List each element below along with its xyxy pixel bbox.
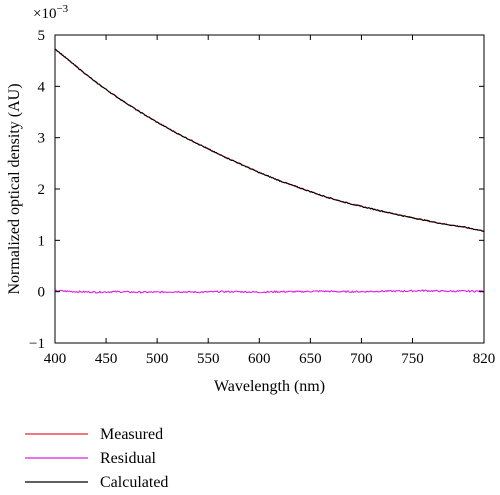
x-tick-label: 600 [248,351,271,367]
y-tick-label: 5 [38,28,46,44]
series-line-residual [54,289,485,294]
y-axis-multiplier: ×10−3 [33,3,69,22]
y-tick-label: 2 [38,182,46,198]
x-tick-label: 750 [401,351,424,367]
y-tick-label: −1 [29,336,45,352]
y-tick-label: 1 [38,233,46,249]
plot-frame [54,34,485,344]
y-axis: −1 0 1 2 3 4 5 [29,28,484,352]
x-tick-label: 450 [95,351,118,367]
legend: Measured Residual Calculated [25,426,168,491]
legend-label-calculated: Calculated [100,474,168,491]
x-axis: 400 450 500 550 600 650 700 750 820 [44,35,496,367]
x-tick-label: 820 [473,351,496,367]
y-tick-label: 3 [38,131,46,147]
legend-label-residual: Residual [100,450,157,467]
x-tick-label: 550 [197,351,220,367]
x-tick-label: 700 [350,351,373,367]
legend-label-measured: Measured [100,426,163,443]
series-line-measured [54,48,485,232]
x-axis-title: Wavelength (nm) [214,378,325,395]
y-axis-multiplier-base: ×10 [33,6,56,22]
y-axis-title: Normalized optical density (AU) [6,83,23,294]
x-tick-label: 500 [146,351,169,367]
y-tick-label: 4 [38,79,46,95]
series-line-calculated [54,48,485,233]
y-tick-label: 0 [38,285,46,301]
series-layer [54,48,485,294]
y-axis-multiplier-exponent: −3 [56,3,68,15]
x-tick-label: 400 [44,351,67,367]
x-tick-label: 650 [299,351,322,367]
